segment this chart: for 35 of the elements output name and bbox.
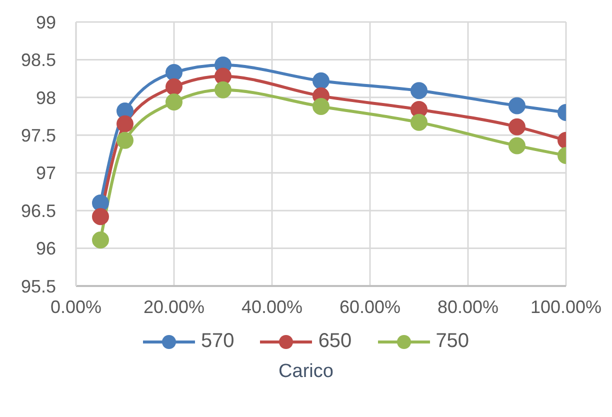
- x-tick-label: 0.00%: [50, 296, 102, 317]
- x-tick-label: 40.00%: [241, 296, 303, 317]
- point: [166, 93, 182, 110]
- y-tick-label: 98: [36, 88, 56, 108]
- point: [166, 78, 182, 96]
- y-tick-label: 96.5: [20, 200, 56, 221]
- x-tick-label: 100.00%: [530, 296, 602, 317]
- point: [508, 118, 526, 136]
- point: [214, 81, 232, 98]
- point: [508, 97, 526, 114]
- x-tick-label: 60.00%: [339, 296, 401, 317]
- point: [92, 194, 109, 212]
- y-tick-label: 95.5: [20, 276, 56, 296]
- y-tick-label: 96: [36, 238, 56, 259]
- x-tick-label: 80.00%: [437, 296, 499, 317]
- point: [214, 68, 232, 85]
- y-tick-label: 98.5: [20, 50, 56, 70]
- point: [116, 115, 134, 132]
- point: [410, 114, 428, 131]
- y-tick-label: 97.5: [20, 126, 56, 146]
- legend-label: 750: [436, 330, 470, 353]
- point: [92, 231, 109, 248]
- point: [410, 82, 428, 100]
- y-tick-label: 99: [36, 12, 56, 32]
- x-axis-title: Carico: [278, 361, 334, 383]
- point: [312, 98, 330, 115]
- point: [116, 132, 134, 149]
- point: [92, 208, 109, 226]
- legend-label: 650: [318, 330, 352, 353]
- point: [166, 64, 182, 82]
- legend-label: 570: [200, 330, 234, 353]
- x-tick-label: 20.00%: [143, 296, 205, 317]
- point: [312, 72, 330, 90]
- y-tick-label: 97: [36, 163, 56, 184]
- point: [508, 137, 526, 154]
